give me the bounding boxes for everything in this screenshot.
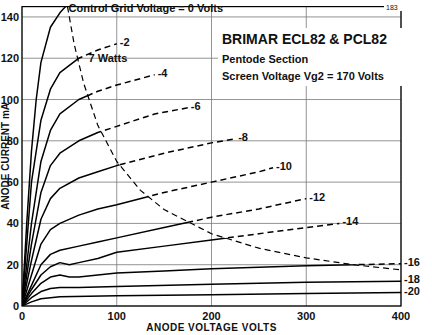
curve-label: -8 [238, 131, 248, 143]
grid-voltage-curve-overload [22, 168, 273, 306]
x-tick-label: 0 [19, 310, 25, 322]
x-axis-label: ANODE VOLTAGE VOLTS [146, 322, 277, 333]
curve-label: -6 [191, 100, 201, 112]
screen-voltage-note: Screen Voltage Vg2 = 170 Volts [222, 70, 384, 82]
curve-label: -12 [309, 191, 325, 203]
grid-voltage-curve-overload [22, 281, 401, 306]
grid-voltage-curve [22, 139, 235, 306]
grid-voltage-curve [22, 44, 117, 306]
y-axis-label: ANODE CURRENT mA [0, 103, 11, 210]
figure-number: 183 [386, 4, 398, 11]
title-background [218, 28, 402, 86]
subtitle: Pentode Section [222, 53, 308, 65]
curve-label: -10 [276, 160, 292, 172]
y-tick-label: 140 [1, 11, 19, 23]
grid-voltage-curve-overload [22, 223, 339, 306]
grid-voltage-curve-overload [22, 7, 66, 306]
curve-labels: Control Grid Voltage = 0 Volts -2 -4 -6 -8 -1… [69, 2, 420, 297]
y-tick-label: 0 [13, 300, 19, 312]
grid-voltage-curve-overload [22, 108, 188, 306]
curve-label: -16 [404, 256, 420, 268]
figure-number-background [384, 1, 402, 11]
curve-label: -14 [342, 215, 359, 227]
grid-voltage-curve [22, 293, 401, 306]
plot-frame [22, 7, 401, 306]
grid-voltage-curve [22, 281, 401, 306]
curve-label: -2 [120, 36, 130, 48]
x-tick-label: 200 [202, 310, 220, 322]
curve-label: -20 [404, 285, 420, 297]
x-tick-label: 300 [297, 310, 315, 322]
title: BRIMAR ECL82 & PCL82 [222, 31, 387, 47]
plot-area [22, 7, 401, 306]
grid-voltage-curve-overload [22, 139, 235, 306]
grid [22, 7, 401, 306]
grid-voltage-curve-overload [22, 293, 401, 306]
grid-voltage-curve-overload [22, 44, 117, 306]
x-tick-label: 100 [108, 310, 126, 322]
y-tick-label: 40 [7, 217, 19, 229]
curve-label: -18 [404, 273, 420, 285]
grid-voltage-curve-overload [22, 75, 155, 306]
y-grid-line [22, 16, 401, 17]
title-block: BRIMAR ECL82 & PCL82 Pentode Section Scree… [218, 28, 402, 86]
y-tick-label: 20 [7, 259, 19, 271]
grid-voltage-curve-overload [22, 199, 306, 306]
curves-solid [22, 7, 401, 306]
curve-label: Control Grid Voltage = 0 Volts [69, 2, 224, 14]
curves-dashed [22, 7, 401, 306]
dissipation-curve [67, 7, 401, 270]
x-tick-label: 400 [392, 310, 410, 322]
grid-voltage-curve-overload [22, 264, 401, 306]
grid-voltage-curve [22, 199, 306, 306]
curve-label: -4 [158, 67, 169, 79]
y-tick-label: 120 [1, 52, 19, 64]
chart: 0100200300400020406080100120140ANODE VOL… [0, 0, 432, 335]
x-grid-line [211, 7, 212, 306]
grid-voltage-curve [22, 264, 401, 306]
dissipation-label: 7 Watts [89, 52, 128, 64]
